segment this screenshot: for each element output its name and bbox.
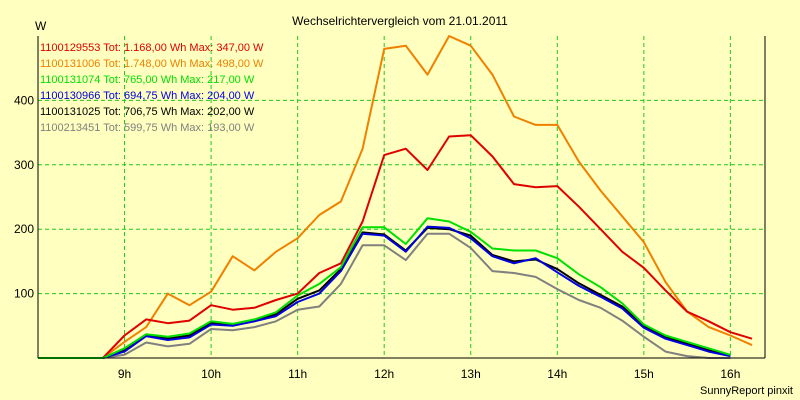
legend-entry-1100213451: 1100213451 Tot: 599,75 Wh Max: 193,00 W <box>40 122 255 134</box>
grid <box>38 36 765 358</box>
x-tick-label: 14h <box>547 367 567 381</box>
series-line-1100131074 <box>38 217 731 359</box>
legend-entry-1100129553: 1100129553 Tot: 1.168,00 Wh Max: 347,00 … <box>40 42 264 54</box>
axes <box>37 36 766 359</box>
x-tick-label: 12h <box>374 367 394 381</box>
legend-entry-1100131025: 1100131025 Tot: 706,75 Wh Max: 202,00 W <box>40 106 255 118</box>
y-tick-label: 100 <box>14 287 34 301</box>
y-tick-label: 200 <box>14 222 34 236</box>
legend-entry-1100131006: 1100131006 Tot: 1.748,00 Wh Max: 498,00 … <box>40 58 264 70</box>
legend-entry-1100131074: 1100131074 Tot: 765,00 Wh Max: 217,00 W <box>40 74 255 86</box>
y-tick-label: 400 <box>14 93 34 107</box>
series-line-1100213451 <box>38 232 731 359</box>
tick-labels: 9h 10h 11h 12h 13h 14h 15h 16h 100 200 300 400 <box>14 93 740 381</box>
legend: 1100129553 Tot: 1.168,00 Wh Max: 347,00 … <box>40 42 264 134</box>
x-tick-label: 11h <box>288 367 307 381</box>
y-axis-label: W <box>35 19 47 33</box>
x-tick-label: 13h <box>461 367 481 381</box>
legend-entry-1100130966: 1100130966 Tot: 694,75 Wh Max: 204,00 W <box>40 90 255 102</box>
series-line-1100129553 <box>38 134 753 359</box>
series-line-1100131025 <box>38 226 731 359</box>
x-tick-label: 16h <box>720 367 740 381</box>
series-line-1100130966 <box>38 225 731 359</box>
x-tick-label: 9h <box>118 367 131 381</box>
chart-title: Wechselrichtervergleich vom 21.01.2011 <box>292 14 508 28</box>
series-line-1100131006 <box>38 35 753 359</box>
y-tick-label: 300 <box>14 158 34 172</box>
series-lines <box>38 35 753 359</box>
x-tick-label: 15h <box>634 367 654 381</box>
x-tick-label: 10h <box>201 367 221 381</box>
footer-credit: SunnyReport pinxit <box>700 385 793 397</box>
